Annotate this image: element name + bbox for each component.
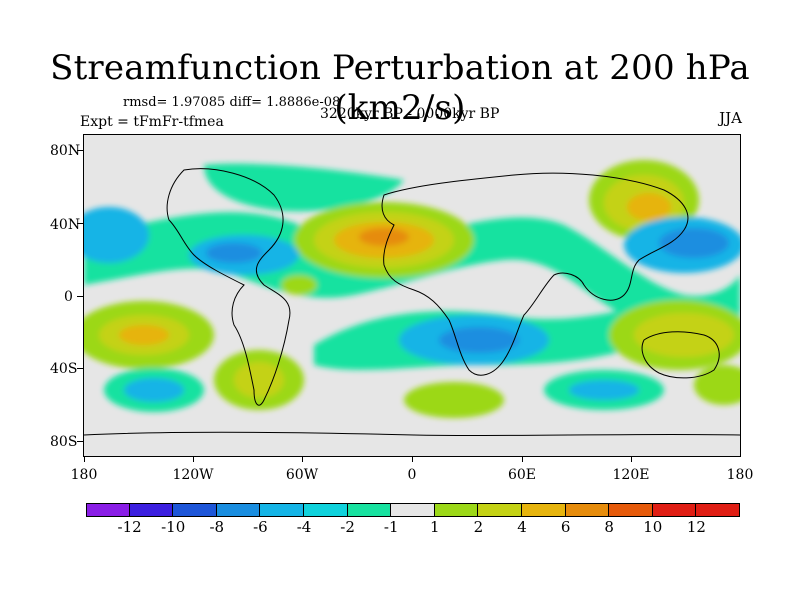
colorbar-swatch [86, 503, 130, 517]
colorbar-label: -8 [209, 518, 225, 536]
colorbar-label: -10 [161, 518, 186, 536]
y-label-40n: 40N [50, 217, 81, 233]
colorbar-swatch [347, 503, 392, 517]
colorbar-label: -4 [296, 518, 312, 536]
x-tick [302, 457, 303, 462]
colorbar-swatch [216, 503, 261, 517]
y-tick [77, 368, 83, 369]
experiment-text: Expt = tFmFr-tfmea [80, 114, 224, 130]
colorbar-label: 1 [430, 518, 440, 536]
colorbar-label: 4 [517, 518, 527, 536]
x-label-120w: 120W [172, 467, 214, 483]
colorbar-label: 12 [686, 518, 706, 536]
colorbar-swatch [434, 503, 479, 517]
y-label-40s: 40S [50, 361, 78, 377]
colorbar-label: -2 [340, 518, 355, 536]
x-label-60w: 60W [285, 467, 319, 483]
colorbar-swatch [391, 503, 435, 517]
colorbar-swatch [129, 503, 174, 517]
stats-text: rmsd= 1.97085 diff= 1.8886e-08 [123, 95, 341, 110]
map-title: Streamfunction Perturbation at 200 hPa (… [50, 48, 750, 128]
colorbar-label: -12 [117, 518, 142, 536]
colorbar-swatch [304, 503, 348, 517]
y-tick [77, 223, 83, 224]
period-text: 3220kyr BP - 0000kyr BP [320, 106, 500, 122]
x-tick [522, 457, 523, 462]
x-label-120e: 120E [612, 467, 650, 483]
x-label-60e: 60E [507, 467, 537, 483]
colorbar-label: 2 [473, 518, 484, 536]
colorbar-label: -6 [253, 518, 268, 536]
map-contours [84, 135, 740, 456]
x-tick [193, 457, 194, 462]
colorbar-swatch [565, 503, 610, 517]
map-panel [83, 134, 741, 457]
colorbar-label: 6 [560, 518, 571, 536]
coastlines [84, 168, 740, 437]
colorbar-label: 8 [604, 518, 614, 536]
colorbar-label: -1 [383, 518, 399, 536]
x-label-180e: 180 [726, 467, 754, 483]
y-label-80n: 80N [50, 143, 81, 159]
colorbar-swatch [522, 503, 566, 517]
x-tick [412, 457, 413, 462]
colorbar-frame [86, 503, 740, 517]
season-label: JJA [719, 109, 742, 127]
colorbar-swatch [478, 503, 522, 517]
y-label-0: 0 [64, 289, 73, 305]
colorbar-swatch [260, 503, 304, 517]
y-tick [77, 296, 83, 297]
y-tick [77, 441, 83, 442]
colorbar-swatch [609, 503, 653, 517]
x-label-180w: 180 [70, 467, 98, 483]
x-tick [84, 457, 85, 462]
colorbar-label: 10 [643, 518, 663, 536]
y-tick [77, 150, 83, 151]
x-label-0: 0 [407, 467, 417, 483]
colorbar-swatch [652, 503, 697, 517]
x-tick [631, 457, 632, 462]
colorbar-swatch [173, 503, 217, 517]
y-label-80s: 80S [50, 434, 78, 450]
